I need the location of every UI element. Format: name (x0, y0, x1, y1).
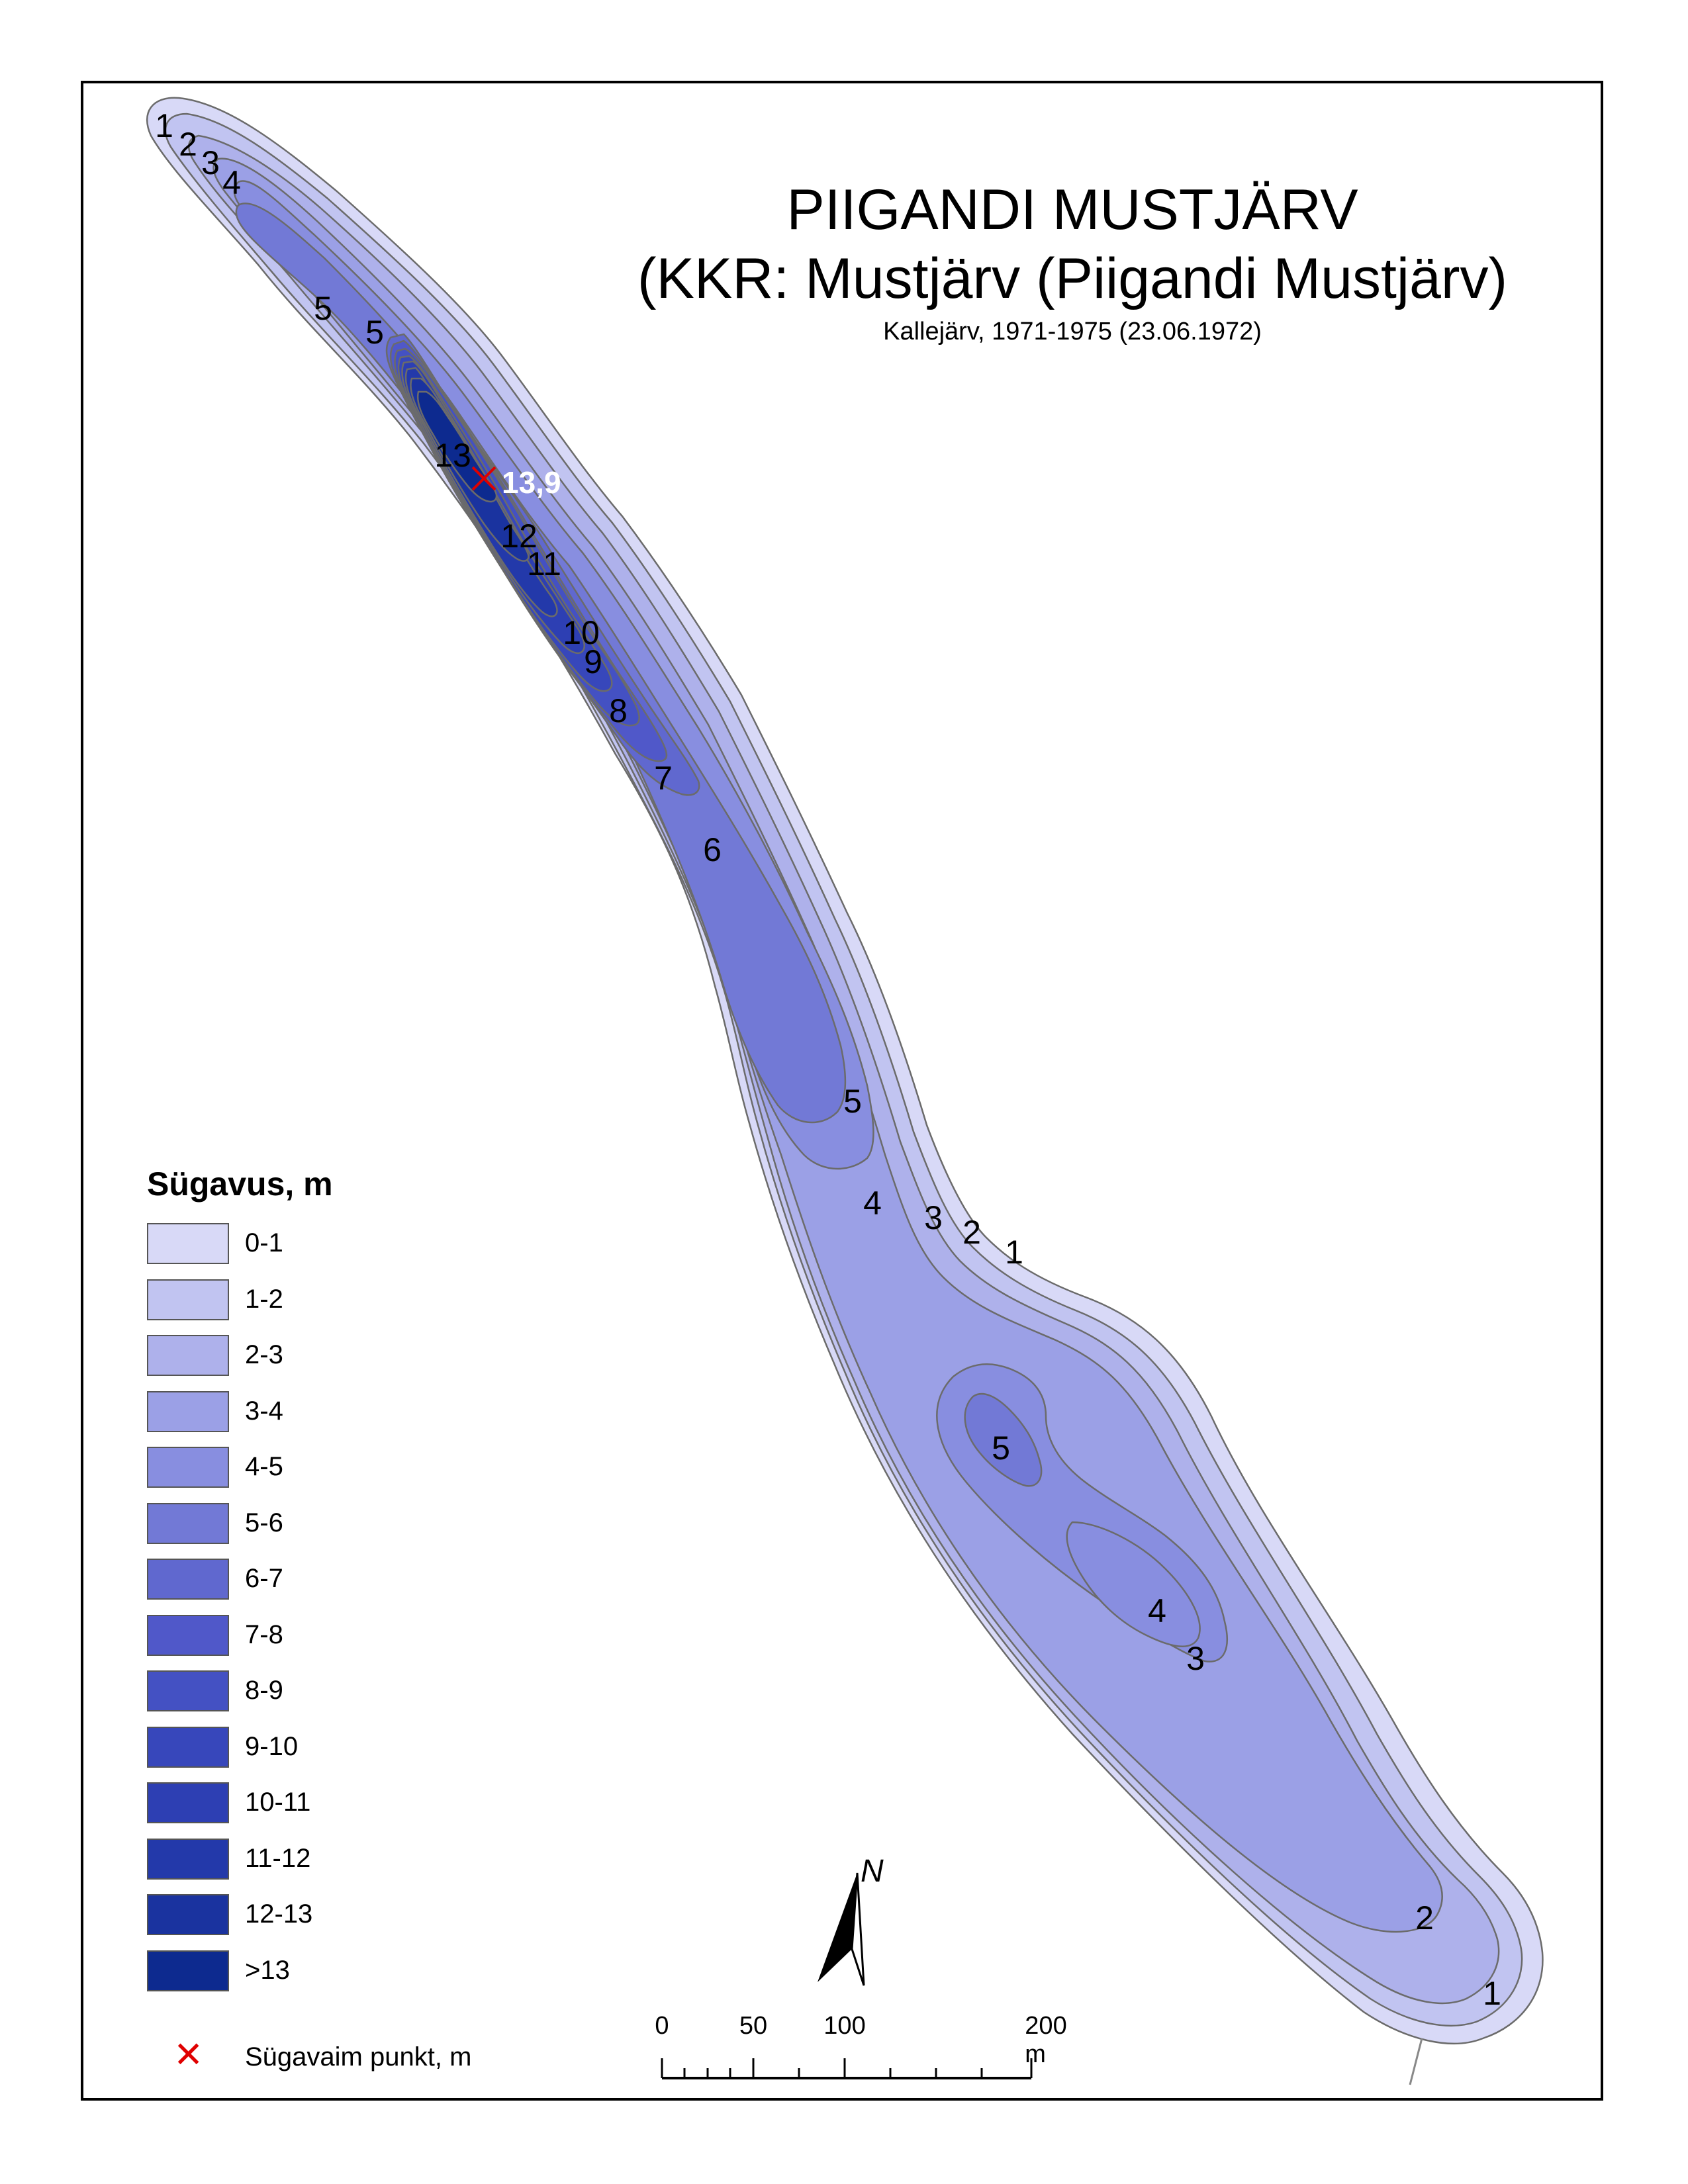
map-source: Kallejärv, 1971-1975 (23.06.1972) (883, 318, 1262, 345)
legend-swatch (147, 1726, 229, 1768)
contour-label: 8 (609, 692, 628, 729)
legend-label: 6-7 (245, 1564, 283, 1593)
legend-swatch (147, 1782, 229, 1823)
deepest-point-marker (471, 466, 496, 491)
legend-swatch (147, 1950, 229, 1991)
contour-label: 1 (1483, 1975, 1501, 2012)
legend-label: 5-6 (245, 1508, 283, 1537)
legend-label: 8-9 (245, 1676, 283, 1705)
legend-item: 3-4 (147, 1390, 333, 1447)
legend-label: >13 (245, 1955, 290, 1985)
contour-label: 2 (1415, 1899, 1434, 1936)
legend-deepest-point: ✕ Sügavaim punkt, m (147, 2037, 544, 2077)
outlet-stream (1409, 2038, 1423, 2085)
contour-label: 3 (1186, 1640, 1205, 1677)
contour-label: 6 (703, 831, 722, 868)
legend-item: 0-1 (147, 1223, 333, 1279)
contour-label: 3 (201, 144, 220, 181)
contour-label: 10 (563, 614, 600, 651)
contour-label: 4 (1148, 1592, 1166, 1629)
depth-zone-13 (416, 390, 498, 503)
legend-item: 1-2 (147, 1279, 333, 1336)
contour-label: 12 (500, 518, 538, 555)
legend-item: 6-7 (147, 1559, 333, 1615)
legend-swatch (147, 1670, 229, 1711)
scale-label: 50 (739, 2012, 768, 2040)
contour-label: 5 (314, 290, 332, 327)
contour-label: 5 (843, 1083, 862, 1120)
map-subtitle: (KKR: Mustjärv (Piigandi Mustjärv) (637, 247, 1508, 310)
depth-legend: Sügavus, m 0-1 1-2 2-3 3-4 4-5 5-6 6-7 7-8 8-9 9-… (147, 1165, 333, 2006)
legend-item: 2-3 (147, 1335, 333, 1391)
legend-swatch (147, 1838, 229, 1880)
contour-label: 11 (527, 545, 561, 582)
legend-swatch (147, 1223, 229, 1264)
legend-item: 4-5 (147, 1447, 333, 1503)
legend-label: 12-13 (245, 1899, 313, 1929)
north-arrow-icon (818, 1872, 865, 1986)
legend-swatch (147, 1335, 229, 1376)
scale-ruler (661, 2058, 1033, 2079)
legend-item: 9-10 (147, 1726, 333, 1783)
legend-item: >13 (147, 1950, 333, 2007)
legend-label: 11-12 (245, 1843, 311, 1873)
legend-swatch (147, 1559, 229, 1600)
contour-label: 2 (179, 126, 197, 163)
legend-label: 7-8 (245, 1619, 283, 1649)
legend-swatch (147, 1390, 229, 1432)
contour-label: 4 (863, 1185, 882, 1222)
scale-label: 100 (823, 2012, 866, 2040)
map-frame (81, 81, 1603, 2101)
legend-point-label: Sügavaim punkt, m (245, 2042, 472, 2071)
north-label: N (861, 1854, 884, 1889)
contour-label: 9 (584, 643, 602, 680)
contour-label: 2 (962, 1214, 981, 1251)
contour-label: 1 (155, 107, 173, 144)
legend-label: 0-1 (245, 1228, 283, 1257)
red-cross-icon: ✕ (173, 2035, 204, 2075)
legend-item: 10-11 (147, 1782, 333, 1839)
legend-item: 11-12 (147, 1838, 333, 1895)
legend-item: 7-8 (147, 1614, 333, 1671)
scale-label: 200 m (1025, 2012, 1067, 2068)
legend-title: Sügavus, m (147, 1165, 333, 1203)
legend-label: 2-3 (245, 1340, 283, 1369)
map-title: PIIGANDI MUSTJÄRV (786, 178, 1358, 242)
legend-label: 1-2 (245, 1284, 283, 1314)
contour-label: 5 (365, 314, 384, 351)
legend-item: 12-13 (147, 1894, 333, 1950)
legend-label: 4-5 (245, 1452, 283, 1481)
legend-label: 10-11 (245, 1788, 311, 1817)
depth-zone-south-4b (1066, 1521, 1201, 1647)
contour-label: 5 (992, 1430, 1010, 1467)
scale-label: 0 (655, 2012, 669, 2040)
contour-label: 1 (1005, 1234, 1023, 1271)
legend-swatch (147, 1894, 229, 1935)
contour-label: 3 (924, 1199, 943, 1236)
legend-item: 8-9 (147, 1670, 333, 1727)
contour-label: 7 (654, 760, 673, 797)
depth-zone-south-5 (964, 1392, 1043, 1487)
deepest-point-label: 13,9 (502, 465, 561, 500)
legend-label: 3-4 (245, 1396, 283, 1426)
legend-item: 5-6 (147, 1502, 333, 1559)
legend-swatch (147, 1502, 229, 1544)
legend-items: 0-1 1-2 2-3 3-4 4-5 5-6 6-7 7-8 8-9 9-10 10-11 11-1… (147, 1223, 333, 2006)
legend-swatch (147, 1447, 229, 1488)
legend-label: 9-10 (245, 1731, 299, 1761)
contour-label: 4 (222, 164, 241, 201)
scale-bar: 0 50 100 200 m (655, 2012, 1067, 2085)
legend-swatch (147, 1614, 229, 1656)
contour-label: 13 (434, 437, 471, 474)
legend-swatch (147, 1279, 229, 1320)
